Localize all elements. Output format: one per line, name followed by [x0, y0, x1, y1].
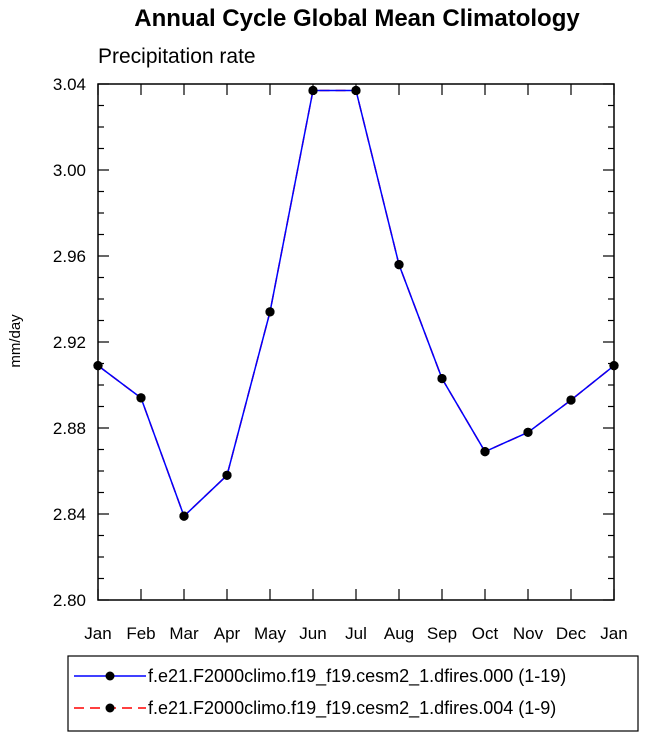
x-tick-label: Jan: [84, 624, 111, 643]
series-layer: [93, 85, 619, 521]
data-point-series-0: [222, 470, 232, 480]
data-point-series-0: [437, 373, 447, 384]
x-tick-label: Dec: [556, 624, 587, 643]
x-tick-label: Apr: [214, 624, 241, 643]
data-point-series-0: [566, 395, 576, 405]
chart-subtitle: Precipitation rate: [98, 45, 256, 68]
data-point-series-0: [394, 260, 404, 270]
x-tick-label: Aug: [384, 624, 414, 643]
x-axis-ticks: Jan Feb Mar Apr May Jun Jul Aug Sep Oct Nov Dec Jan: [84, 84, 628, 643]
legend-box: [67, 655, 639, 732]
legend-marker-series-1: [105, 703, 115, 713]
y-tick-label: 2.84: [53, 505, 86, 524]
plot-frame: [97, 83, 615, 601]
x-tick-label: Jan: [600, 624, 627, 643]
y-axis-ticks: 2.80 2.84 2.88 2.92 2.96 3.00 3.04: [53, 75, 614, 610]
x-tick-label: Nov: [513, 624, 544, 643]
y-tick-label: 2.80: [53, 591, 86, 610]
data-point-series-0: [265, 307, 275, 317]
x-tick-label: Jun: [299, 624, 326, 643]
data-point-series-0: [136, 393, 146, 403]
chart-title: Annual Cycle Global Mean Climatology: [134, 5, 580, 32]
data-point-series-0: [351, 85, 361, 96]
legend-label-series-1: f.e21.F2000climo.f19_f19.cesm2_1.dfires.…: [148, 698, 556, 719]
data-point-series-0: [93, 361, 103, 371]
x-tick-label: Feb: [126, 624, 155, 643]
y-tick-label: 3.00: [53, 161, 86, 180]
y-axis-label: mm/day: [7, 314, 24, 368]
x-tick-label: Sep: [427, 624, 457, 643]
legend-marker-series-0: [105, 671, 115, 681]
data-point-series-0: [609, 361, 619, 371]
x-tick-label: May: [254, 624, 287, 643]
data-point-series-0: [480, 447, 490, 457]
data-point-series-0: [523, 427, 533, 437]
x-tick-label: Jul: [345, 624, 367, 643]
y-tick-label: 2.88: [53, 419, 86, 438]
series-line-0: [97, 89, 615, 518]
y-tick-label: 3.04: [53, 75, 86, 94]
data-point-series-0: [308, 85, 318, 96]
legend-label-series-0: f.e21.F2000climo.f19_f19.cesm2_1.dfires.…: [148, 666, 566, 687]
y-tick-label: 2.96: [53, 247, 86, 266]
y-tick-label: 2.92: [53, 333, 86, 352]
x-tick-label: Mar: [169, 624, 199, 643]
x-tick-label: Oct: [472, 624, 499, 643]
data-point-series-0: [179, 511, 189, 521]
series-line-1: [97, 89, 615, 518]
legend: f.e21.F2000climo.f19_f19.cesm2_1.dfires.…: [67, 655, 639, 732]
